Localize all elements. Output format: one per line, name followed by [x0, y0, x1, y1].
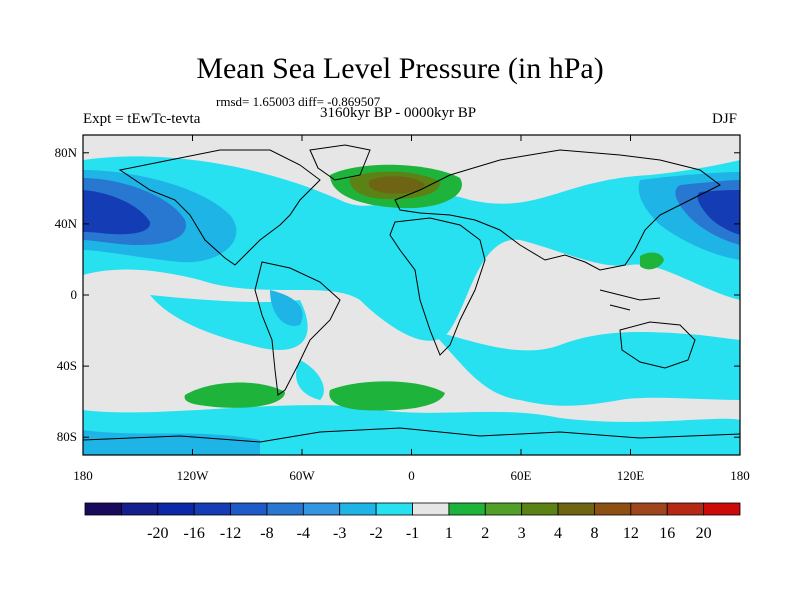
colorbar-swatch — [339, 502, 377, 516]
africa-coast — [389, 217, 486, 356]
lon-tick-label: 60E — [511, 468, 532, 483]
lon-tick-label: 180 — [73, 468, 93, 483]
colorbar-label: 4 — [554, 525, 562, 542]
lon-tick-label: 120W — [177, 468, 210, 483]
colorbar-label: 2 — [481, 525, 489, 542]
lon-tick-label: 180 — [730, 468, 750, 483]
cyan-anomaly-fields — [83, 156, 740, 455]
colorbar-label: -16 — [184, 525, 205, 542]
lat-tick-label: 80N — [55, 145, 78, 160]
colorbar: -20 -16 -12 -8 -4 -3 -2 -1 1 2 3 4 8 12 16 20 — [84, 502, 741, 542]
colorbar-swatch — [84, 502, 122, 516]
coastlines — [83, 144, 740, 443]
latitude-axis: 80N 40N 0 40S 80S — [55, 145, 740, 444]
colorbar-swatch — [448, 502, 486, 516]
map-title: Mean Sea Level Pressure (in hPa) — [196, 52, 604, 85]
colorbar-label: 3 — [518, 525, 526, 542]
colorbar-swatch — [230, 502, 268, 516]
colorbar-swatch — [157, 502, 195, 516]
colorbar-swatch — [666, 502, 705, 516]
longitude-axis: 180 120W 60W 0 60E 120E 180 — [73, 135, 750, 483]
lon-tick-label: 120E — [617, 468, 645, 483]
colorbar-label: 8 — [590, 525, 598, 542]
colorbar-swatch — [521, 502, 559, 516]
colorbar-swatch — [484, 502, 523, 516]
colorbar-label: -8 — [260, 525, 273, 542]
colorbar-label: -3 — [333, 525, 346, 542]
colorbar-swatch — [557, 502, 595, 516]
australia-coast — [619, 321, 696, 369]
colorbar-label: -4 — [297, 525, 310, 542]
colorbar-label: 1 — [445, 525, 453, 542]
darkest-blue-anomaly-fields — [83, 190, 740, 235]
colorbar-label: -12 — [220, 525, 241, 542]
greenland-coast — [309, 144, 371, 181]
colorbar-label: -1 — [406, 525, 419, 542]
colorbar-swatch — [594, 502, 632, 516]
map-area — [83, 135, 740, 455]
colorbar-label: 20 — [696, 525, 712, 542]
lon-tick-label: 60W — [289, 468, 315, 483]
experiment-label: Expt = tEwTc-tevta — [83, 111, 201, 127]
colorbar-label: -20 — [147, 525, 168, 542]
season-label: DJF — [712, 111, 738, 127]
colorbar-swatch — [120, 502, 159, 516]
antarctica-coast — [83, 427, 740, 443]
colorbar-label: 16 — [659, 525, 675, 542]
indonesia-coast — [599, 289, 661, 311]
north-america-coast — [118, 149, 321, 266]
south-america-coast — [254, 261, 341, 396]
colorbar-swatch — [375, 502, 413, 516]
colorbar-swatch — [703, 502, 741, 516]
colorbar-swatch — [193, 502, 231, 516]
colorbar-swatch — [412, 502, 450, 516]
lon-tick-label: 0 — [408, 468, 415, 483]
colorbar-swatch — [630, 502, 668, 516]
colorbar-label: 12 — [623, 525, 639, 542]
europe-asia-coast — [394, 149, 721, 271]
colorbar-swatch — [266, 502, 304, 516]
lat-tick-label: 40S — [57, 358, 77, 373]
colorbar-swatch — [302, 502, 341, 516]
lat-tick-label: 40N — [55, 216, 78, 231]
lat-tick-label: 80S — [57, 429, 77, 444]
stats-label: rmsd= 1.65003 diff= -0.869507 — [216, 94, 381, 109]
lat-tick-label: 0 — [71, 287, 78, 302]
colorbar-label: -2 — [369, 525, 382, 542]
period-label: 3160kyr BP - 0000kyr BP — [320, 105, 477, 121]
brown-anomaly-fields — [368, 176, 425, 194]
